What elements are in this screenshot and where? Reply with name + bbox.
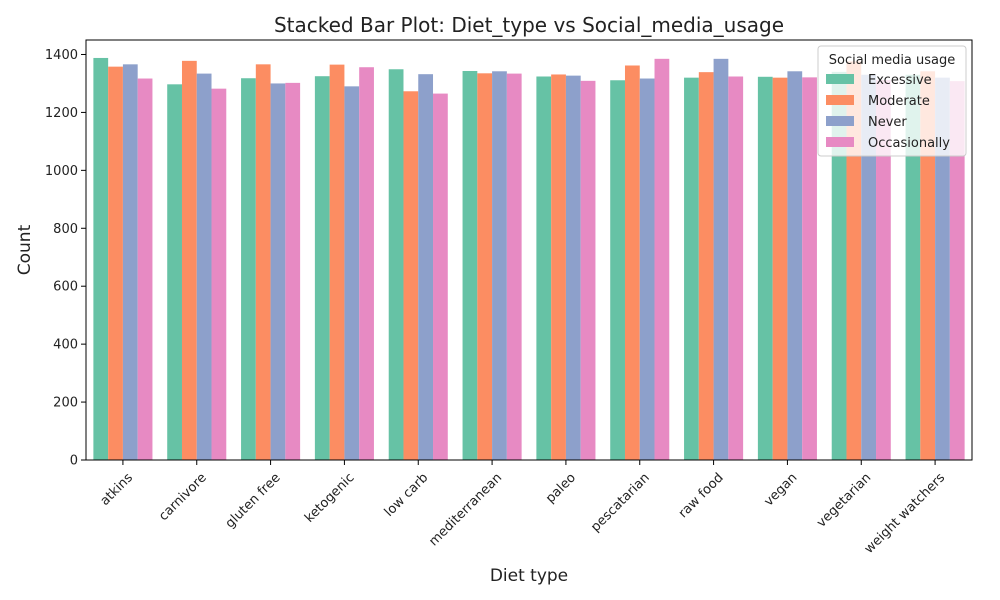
bar-vegetarian-never xyxy=(861,74,877,461)
bar-vegan-moderate xyxy=(772,77,788,460)
bar-ketogenic-occasionally xyxy=(359,67,374,460)
bar-carnivore-occasionally xyxy=(211,88,227,460)
bar-vegetarian-excessive xyxy=(831,71,847,461)
x-tick-label: vegan xyxy=(761,470,800,509)
bar-pescatarian-moderate xyxy=(624,65,640,460)
bar-low-carb-occasionally xyxy=(433,93,448,460)
bar-carnivore-moderate xyxy=(181,60,197,461)
bar-low-carb-excessive xyxy=(388,69,404,460)
x-tick-label: weight watchers xyxy=(862,470,949,557)
bar-vegan-occasionally xyxy=(802,77,817,461)
x-tick-label: raw food xyxy=(676,470,727,521)
y-tick-label: 1000 xyxy=(45,164,78,179)
bar-low-carb-never xyxy=(418,74,434,460)
x-axis-label: Diet type xyxy=(490,566,568,586)
legend-label-excessive: Excessive xyxy=(868,73,932,88)
x-tick-label: gluten free xyxy=(223,470,284,531)
bar-weight-watchers-never xyxy=(935,77,950,460)
bar-mediterranean-moderate xyxy=(477,73,493,460)
chart-title: Stacked Bar Plot: Diet_type vs Social_me… xyxy=(274,13,784,37)
bar-low-carb-moderate xyxy=(403,91,419,460)
legend-swatch-moderate xyxy=(826,95,854,105)
legend: Social media usage Excessive Moderate Never… xyxy=(817,45,967,157)
bar-gluten-free-occasionally xyxy=(285,82,301,461)
bar-ketogenic-moderate xyxy=(329,64,345,460)
bar-ketogenic-never xyxy=(344,86,360,461)
legend-swatch-occasionally xyxy=(826,137,854,147)
bar-carnivore-excessive xyxy=(167,84,182,461)
x-tick-label: mediterranean xyxy=(426,470,505,549)
x-tick-label: ketogenic xyxy=(302,470,357,525)
bar-ketogenic-excessive xyxy=(314,76,330,460)
bar-atkins-occasionally xyxy=(137,78,153,460)
bars-group xyxy=(93,57,965,461)
y-tick-label: 1200 xyxy=(45,106,78,121)
bar-weight-watchers-occasionally xyxy=(949,81,965,460)
plot-frame xyxy=(85,39,973,461)
y-tick-label: 600 xyxy=(53,280,78,295)
bar-raw-food-never xyxy=(713,58,729,461)
y-tick-label: 400 xyxy=(53,338,78,353)
y-tick-label: 1400 xyxy=(45,48,78,63)
x-axis: atkins carnivore gluten free ketogenic low c… xyxy=(98,460,949,557)
x-tick-label: low carb xyxy=(382,470,432,520)
legend-label-moderate: Moderate xyxy=(868,94,930,109)
bar-raw-food-excessive xyxy=(684,77,699,460)
bar-atkins-never xyxy=(122,64,138,461)
bar-atkins-excessive xyxy=(93,57,109,461)
y-tick-label: 800 xyxy=(53,222,78,237)
x-tick-label: atkins xyxy=(98,470,136,508)
bar-vegetarian-moderate xyxy=(846,61,862,461)
bar-pescatarian-never xyxy=(639,78,655,460)
x-tick-label: pescatarian xyxy=(588,470,653,535)
bar-raw-food-occasionally xyxy=(728,76,744,460)
y-axis: 0 200 400 600 800 1000 1200 1400 xyxy=(45,48,86,469)
bar-raw-food-moderate xyxy=(698,72,714,460)
x-tick-label: paleo xyxy=(543,470,579,506)
bar-atkins-moderate xyxy=(108,66,123,460)
legend-label-never: Never xyxy=(868,115,907,130)
bar-weight-watchers-excessive xyxy=(905,74,921,461)
bar-vegan-never xyxy=(787,71,803,460)
bar-gluten-free-excessive xyxy=(241,78,256,460)
bar-gluten-free-never xyxy=(270,83,286,460)
legend-title: Social media usage xyxy=(829,53,956,68)
bar-weight-watchers-moderate xyxy=(920,71,936,460)
bar-pescatarian-excessive xyxy=(610,80,625,460)
legend-swatch-excessive xyxy=(826,74,854,84)
bar-mediterranean-excessive xyxy=(462,70,478,460)
bar-paleo-never xyxy=(565,75,581,460)
bar-vegetarian-occasionally xyxy=(876,79,891,460)
bar-mediterranean-never xyxy=(492,71,507,460)
x-tick-label: vegetarian xyxy=(814,470,874,530)
y-axis-label: Count xyxy=(15,224,35,275)
y-tick-label: 200 xyxy=(53,396,78,411)
legend-box xyxy=(817,45,967,157)
legend-label-occasionally: Occasionally xyxy=(868,136,950,151)
x-tick-label: carnivore xyxy=(156,470,210,524)
legend-swatch-never xyxy=(826,116,854,126)
bar-carnivore-never xyxy=(196,73,212,460)
y-tick-label: 0 xyxy=(70,454,78,469)
bar-vegan-excessive xyxy=(757,76,773,461)
bar-gluten-free-moderate xyxy=(255,64,271,461)
bar-paleo-moderate xyxy=(551,74,566,460)
bar-mediterranean-occasionally xyxy=(506,73,522,460)
bar-paleo-occasionally xyxy=(580,80,596,461)
bar-paleo-excessive xyxy=(536,76,552,460)
bar-pescatarian-occasionally xyxy=(654,58,670,461)
